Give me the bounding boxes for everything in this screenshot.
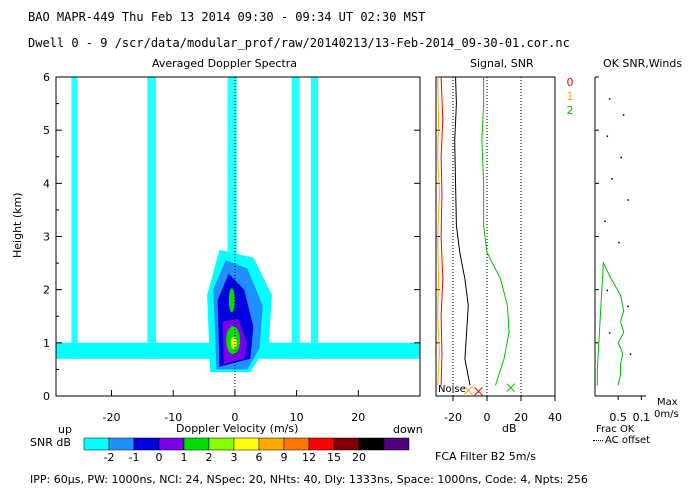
signal-x-tick-label: 40 [548,411,562,424]
colorbar-swatch [283,437,310,451]
fca-filter-label: FCA Filter B2 5m/s [435,450,536,463]
interference-stripe [147,77,156,359]
winds-legend-1: 1 [567,90,574,103]
colorbar-swatch [358,437,385,451]
colorbar-swatch [383,437,410,451]
winds-point [627,199,629,201]
x-tick-label: 0 [231,411,238,424]
signal-series-2 [481,77,510,386]
colorbar-label: 3 [231,451,238,464]
spectra-title: Averaged Doppler Spectra [152,57,298,70]
y-tick-label: 2 [43,284,50,297]
colorbar-label: 6 [256,451,263,464]
y-tick-label: 1 [43,337,50,350]
colorbar-swatch [133,437,160,451]
colorbar-swatch [308,437,335,451]
colorbar-label: -1 [129,451,140,464]
signal-title: Signal, SNR [470,57,534,70]
winds-title: OK SNR,Winds [603,57,683,70]
y-tick-label: 4 [43,177,50,190]
y-tick-label: 6 [43,71,50,84]
noise-marker-0 [474,387,483,396]
colorbar-swatch [183,437,210,451]
colorbar-label: 2 [206,451,213,464]
winds-point [606,289,609,292]
x-tick-label: 20 [351,411,365,424]
colorbar-label: 1 [181,451,188,464]
colorbar-label: -2 [104,451,115,464]
ac-offset-label: AC offset [605,435,651,446]
spectra-up-label: up [58,423,72,436]
colorbar-swatch [258,437,285,451]
interference-stripe [227,77,237,359]
colorbar-swatch [208,437,235,451]
winds-point [606,135,609,137]
echo-upper-green [228,288,235,313]
colorbar-label: 12 [302,451,316,464]
interference-stripe [71,77,78,359]
winds-point [608,98,611,100]
echo-core-yellow [230,336,237,349]
noise-marker-1 [463,385,473,395]
signal-series-signal [454,76,471,386]
interference-stripe [310,77,319,359]
winds-point [604,220,606,223]
header-dwell-path: Dwell 0 - 9 /scr/data/modular_prof/raw/2… [28,36,570,50]
frac-ok-label: Frac OK [596,424,635,435]
winds-x-tick-label: 0.5 [609,411,627,424]
signal-x-tick-label: 20 [514,411,528,424]
winds-point [627,305,629,308]
colorbar-swatch [108,437,135,451]
spectra-down-label: down [393,423,423,436]
colorbar-label: 0 [156,451,163,464]
colorbar-swatch [158,437,185,451]
winds-legend-2: 2 [567,104,574,117]
max-label: Max [657,397,678,408]
winds-series-2 [596,261,625,386]
footer-params: IPP: 60μs, PW: 1000ns, NCI: 24, NSpec: 2… [30,473,588,486]
zero-ms-label: 0m/s [654,409,679,420]
spectra-x-label: Doppler Velocity (m/s) [176,422,299,435]
signal-frame [435,76,556,397]
header-title: BAO MAPR-449 Thu Feb 13 2014 09:30 - 09:… [28,10,426,24]
signal-series-1 [437,76,440,386]
colorbar-label: 15 [327,451,341,464]
colorbar-swatch [333,437,360,451]
noise-label: Noise [438,384,466,395]
colorbar-label: 20 [352,451,366,464]
winds-point [611,178,613,180]
signal-x-tick-label: -20 [444,411,462,424]
x-tick-label: 10 [290,411,304,424]
noise-marker-2 [506,383,516,393]
colorbar-swatch [83,437,110,451]
ac-offset-note: AC offset [593,435,650,446]
colorbar-label: 9 [281,451,288,464]
spectra-y-label: Height (km) [11,192,24,258]
winds-point [618,241,620,244]
winds-legend-0: 0 [567,76,574,89]
colorbar-title: SNR dB [30,436,71,449]
y-tick-label: 3 [43,231,50,244]
x-tick-label: -10 [164,411,182,424]
winds-point [608,332,611,334]
winds-point [629,353,632,355]
y-tick-label: 0 [43,390,50,403]
x-tick-label: -20 [103,411,121,424]
winds-x-tick-label: 0.1 [633,411,651,424]
signal-series-0 [440,76,444,386]
interference-stripe [291,77,300,359]
dotted-line-icon [593,439,603,441]
signal-x-tick-label: 0 [484,411,491,424]
winds-point [620,156,622,159]
winds-point [622,114,625,116]
y-tick-label: 5 [43,124,50,137]
signal-x-label: dB [502,422,517,435]
colorbar-swatch [233,437,260,451]
